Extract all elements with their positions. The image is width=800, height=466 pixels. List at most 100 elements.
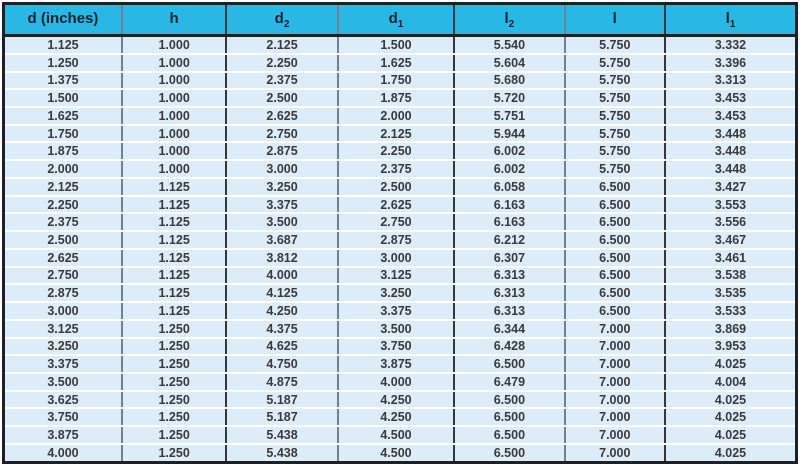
table-cell: 6.500 [454,426,566,445]
table-cell: 7.000 [564,337,666,357]
table-cell: 3.453 [664,89,797,108]
column-header-subscript: 2 [508,18,515,30]
table-row: 1.125 1.000 2.125 1.500 5.540 5.750 3.332 [3,35,797,55]
table-cell: 2.625 [337,195,456,215]
table-cell: 4.025 [664,443,797,463]
table-cell: 3.461 [664,248,797,268]
table-cell: 6.058 [454,177,566,197]
column-header-label: l [725,9,730,27]
table-cell: 3.396 [664,53,797,73]
table-cell: 2.375 [3,213,123,233]
table-cell: 1.125 [121,195,228,215]
table-cell: 5.750 [564,160,666,179]
table-cell: 3.875 [337,355,456,374]
table-cell: 3.250 [337,284,456,304]
table-cell: 3.427 [664,177,797,197]
table-cell: 3.875 [3,426,123,445]
column-header-d-inches: d (inches) [3,3,123,37]
table-cell: 2.750 [226,124,339,144]
table-cell: 1.875 [337,89,456,108]
table-cell: 3.313 [664,71,797,91]
table-cell: 3.448 [664,142,797,162]
table-cell: 2.125 [226,35,339,55]
table-cell: 6.500 [454,408,566,428]
header-row: d (inches) h d2 d1 l2 l l1 [3,3,797,37]
table-cell: 3.000 [337,248,456,268]
table-cell: 7.000 [564,372,666,392]
table-cell: 4.250 [337,408,456,428]
table-cell: 3.953 [664,337,797,357]
table-row: 1.875 1.000 2.875 2.250 6.002 5.750 3.448 [3,142,797,162]
table-cell: 1.250 [121,319,228,339]
table-row: 2.500 1.125 3.687 2.875 6.212 6.500 3.467 [3,231,797,250]
table-cell: 3.500 [226,213,339,233]
table-cell: 4.000 [337,372,456,392]
table-cell: 5.750 [564,71,666,91]
column-header-label: h [169,9,179,27]
table-cell: 2.500 [226,89,339,108]
table-cell: 5.750 [564,35,666,55]
table-cell: 1.250 [121,443,228,463]
table-cell: 2.125 [337,124,456,144]
table-cell: 6.307 [454,248,566,268]
table-row: 1.750 1.000 2.750 2.125 5.944 5.750 3.448 [3,124,797,144]
table-row: 2.625 1.125 3.812 3.000 6.307 6.500 3.461 [3,248,797,268]
table-cell: 6.500 [564,213,666,233]
table-cell: 6.313 [454,266,566,286]
table-row: 3.125 1.250 4.375 3.500 6.344 7.000 3.869 [3,319,797,339]
table-cell: 4.025 [664,408,797,428]
table-cell: 1.125 [121,302,228,321]
table-cell: 3.467 [664,231,797,250]
table-cell: 2.375 [226,71,339,91]
table-cell: 6.500 [564,231,666,250]
table-cell: 5.540 [454,35,566,55]
table-cell: 3.375 [226,195,339,215]
table-row: 2.000 1.000 3.000 2.375 6.002 5.750 3.448 [3,160,797,179]
table-row: 4.000 1.250 5.438 4.500 6.500 7.000 4.025 [3,443,797,463]
table-cell: 3.538 [664,266,797,286]
table-cell: 3.535 [664,284,797,304]
table-cell: 1.000 [121,106,228,126]
table-body: 1.125 1.000 2.125 1.500 5.540 5.750 3.332 1.250… [3,35,797,463]
table-cell: 3.250 [3,337,123,357]
table-cell: 3.687 [226,231,339,250]
table-cell: 6.212 [454,231,566,250]
table-cell: 1.125 [121,231,228,250]
table-cell: 4.750 [226,355,339,374]
table-cell: 1.625 [3,106,123,126]
table-cell: 2.875 [226,142,339,162]
table-cell: 2.625 [3,248,123,268]
table-cell: 3.556 [664,213,797,233]
table-cell: 3.869 [664,319,797,339]
table-cell: 6.500 [564,266,666,286]
table-cell: 1.500 [3,89,123,108]
column-header-h: h [121,3,228,37]
table-cell: 4.000 [226,266,339,286]
table-cell: 1.125 [121,213,228,233]
table-cell: 3.812 [226,248,339,268]
table-cell: 3.000 [3,302,123,321]
table-cell: 3.375 [3,355,123,374]
table-cell: 6.500 [564,177,666,197]
table-cell: 7.000 [564,390,666,410]
table-cell: 2.500 [337,177,456,197]
table-cell: 6.500 [454,355,566,374]
table-cell: 3.125 [337,266,456,286]
table-cell: 6.500 [564,248,666,268]
table-cell: 5.750 [564,89,666,108]
table-cell: 3.500 [3,372,123,392]
table-row: 1.250 1.000 2.250 1.625 5.604 5.750 3.396 [3,53,797,73]
table-cell: 2.500 [3,231,123,250]
column-header-d1: d1 [337,3,456,37]
table-cell: 6.344 [454,319,566,339]
table-cell: 1.500 [337,35,456,55]
table-cell: 7.000 [564,408,666,428]
table-cell: 3.448 [664,124,797,144]
table-cell: 1.000 [121,89,228,108]
table-cell: 3.553 [664,195,797,215]
table-cell: 1.125 [121,177,228,197]
table-cell: 2.750 [3,266,123,286]
table-cell: 7.000 [564,319,666,339]
table-cell: 3.448 [664,160,797,179]
table-row: 3.500 1.250 4.875 4.000 6.479 7.000 4.004 [3,372,797,392]
